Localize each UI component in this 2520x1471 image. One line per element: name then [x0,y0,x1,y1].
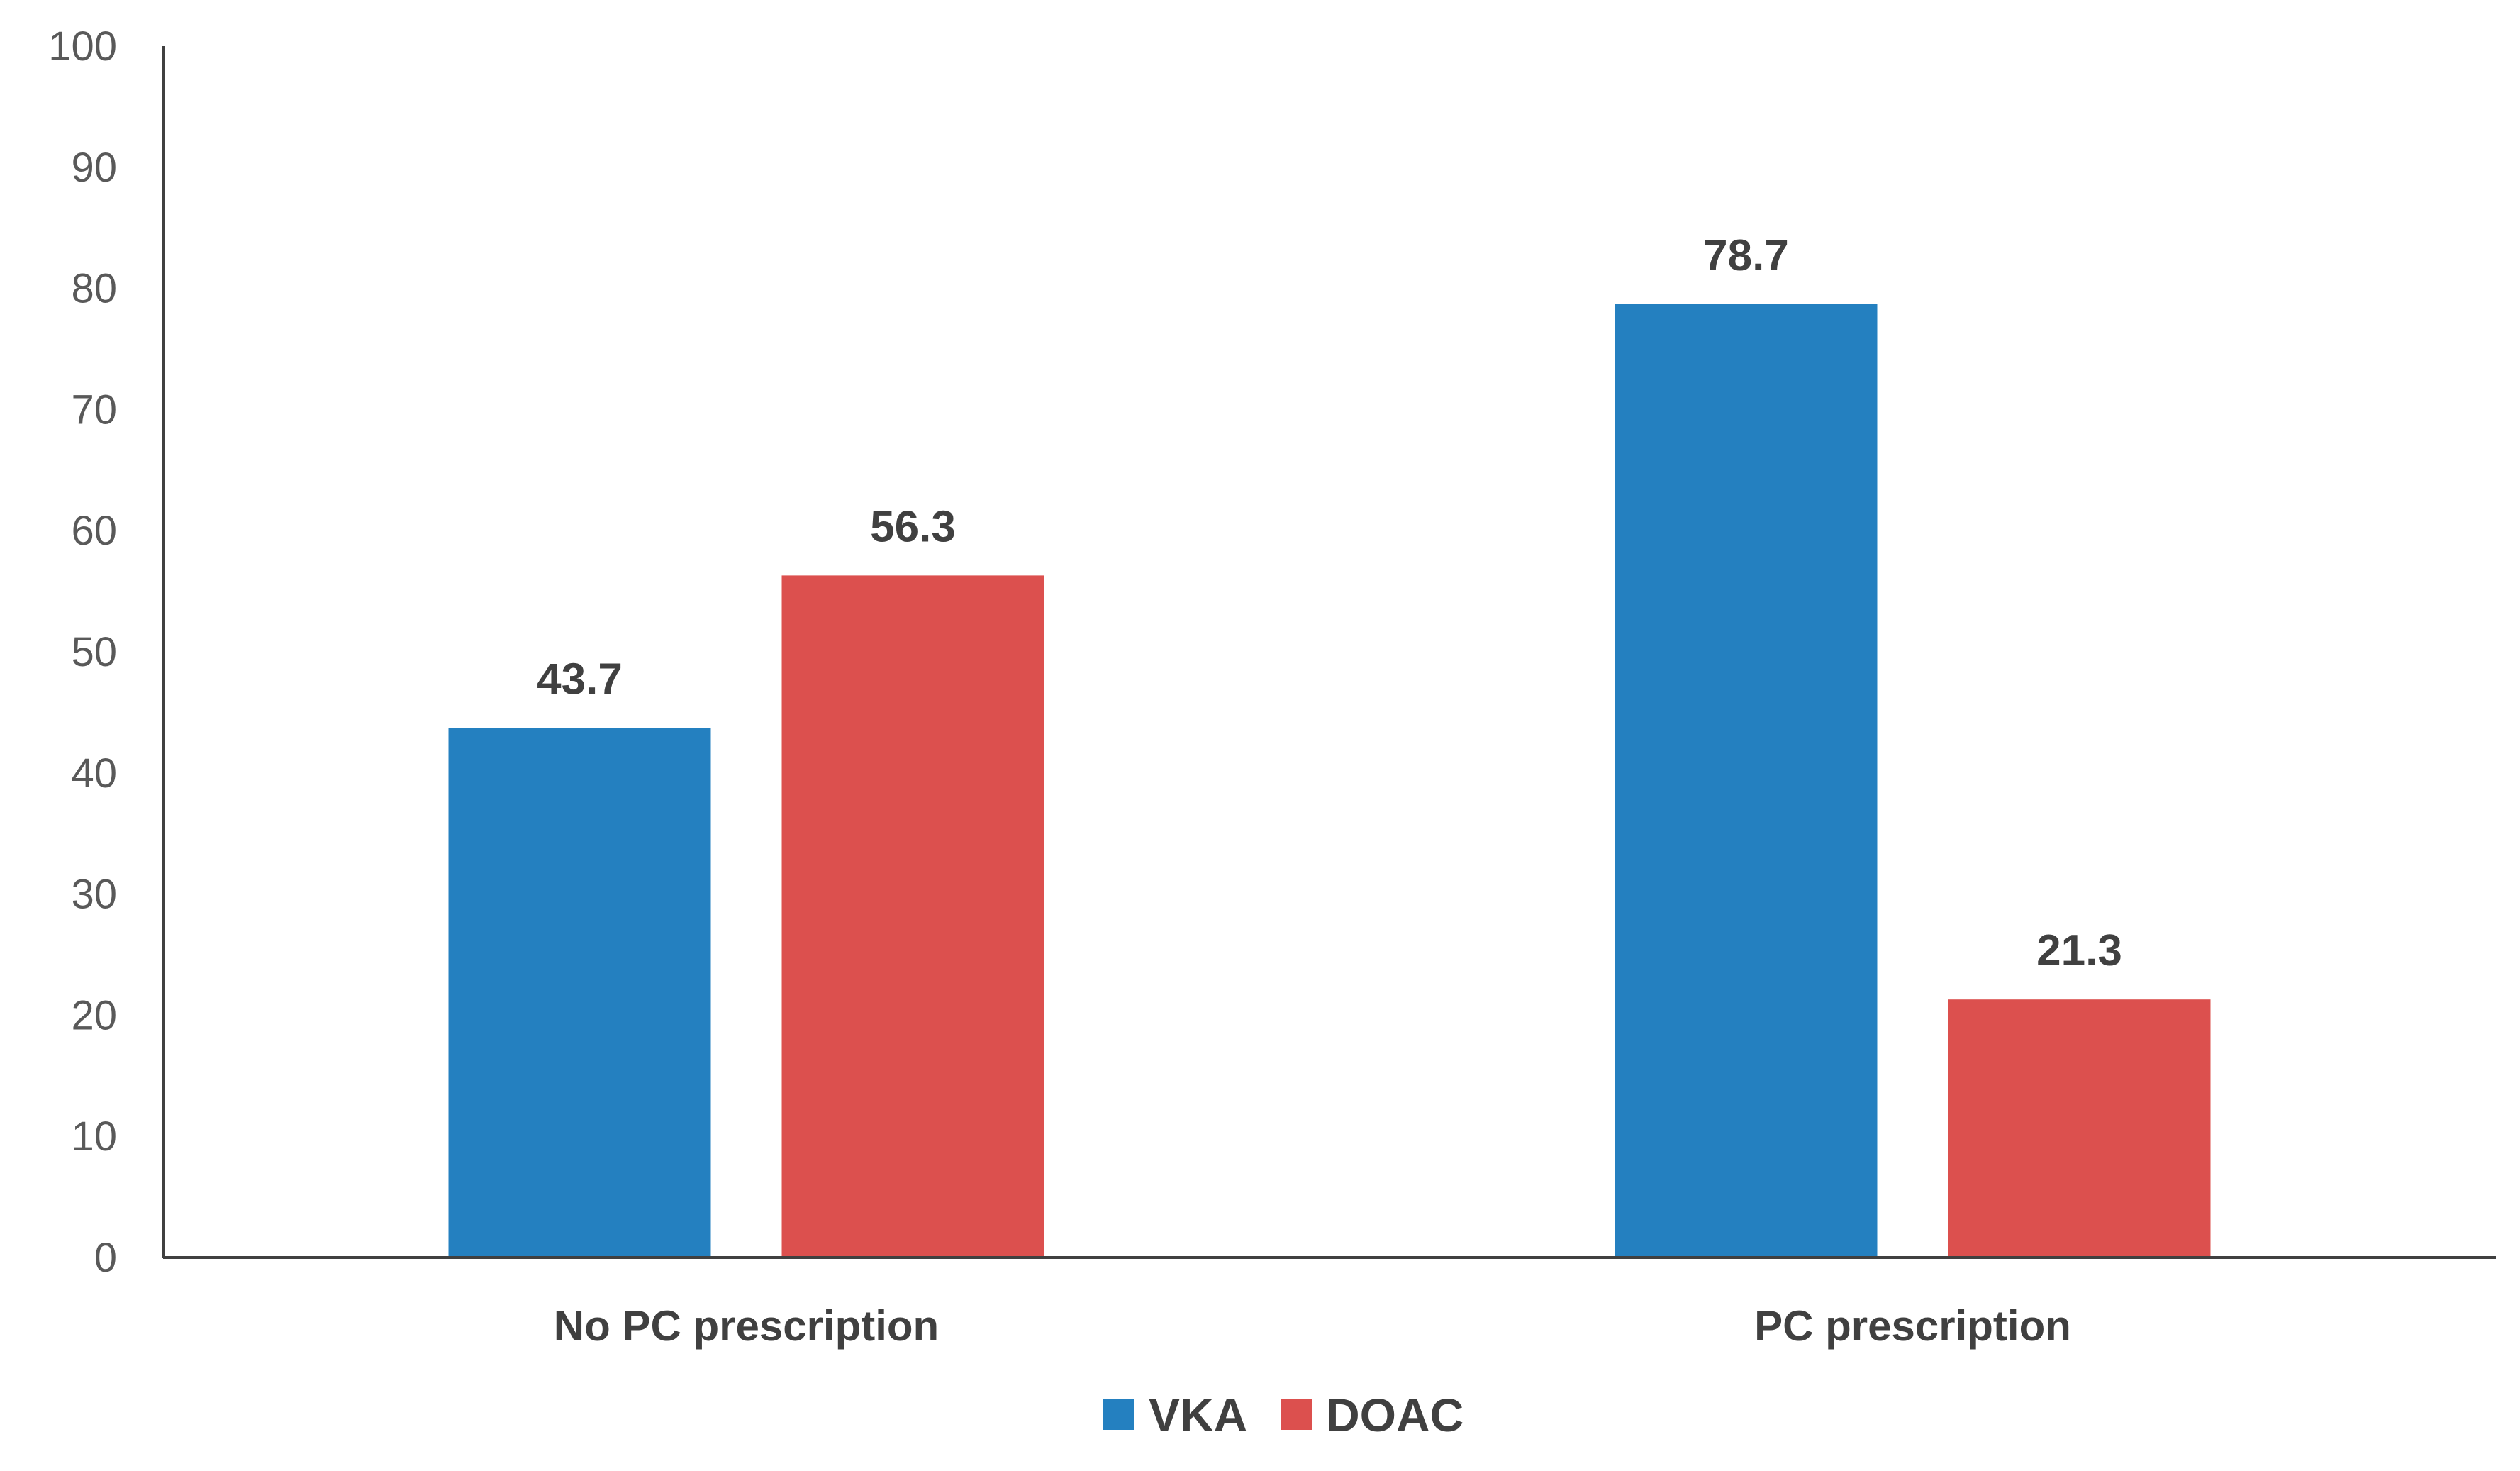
y-tick-label: 50 [71,629,117,675]
y-tick-label: 90 [71,145,117,191]
y-tick-label: 0 [94,1235,117,1281]
x-axis-labels: No PC prescription PC prescription [554,1302,2071,1350]
y-tick-label: 70 [71,387,117,433]
y-axis-ticks: 0 10 20 30 40 50 60 70 80 90 100 [48,23,117,1281]
y-tick-label: 100 [48,23,117,70]
bars [448,304,2211,1258]
legend: VKA DOAC [1103,1389,1464,1441]
y-tick-label: 30 [71,872,117,918]
data-labels: 43.7 56.3 78.7 21.3 [537,231,2122,975]
bar-doac-1 [781,575,1044,1258]
bar-vka-1 [448,728,711,1258]
data-label: 56.3 [870,502,956,551]
y-tick-label: 80 [71,266,117,312]
data-label: 43.7 [537,655,623,704]
legend-label: VKA [1149,1389,1247,1441]
bar-doac-2 [1948,999,2211,1258]
x-tick-label: No PC prescription [554,1302,939,1350]
legend-swatch [1281,1399,1312,1430]
legend-item-vka: VKA [1103,1389,1247,1441]
y-tick-label: 20 [71,992,117,1038]
y-tick-label: 40 [71,750,117,796]
bar-vka-2 [1615,304,1878,1258]
legend-label: DOAC [1326,1389,1464,1441]
legend-swatch [1103,1399,1134,1430]
data-label: 21.3 [2036,926,2122,975]
y-tick-label: 60 [71,508,117,554]
data-label: 78.7 [1703,231,1789,280]
legend-item-doac: DOAC [1281,1389,1464,1441]
x-tick-label: PC prescription [1754,1302,2071,1350]
y-tick-label: 10 [71,1114,117,1160]
